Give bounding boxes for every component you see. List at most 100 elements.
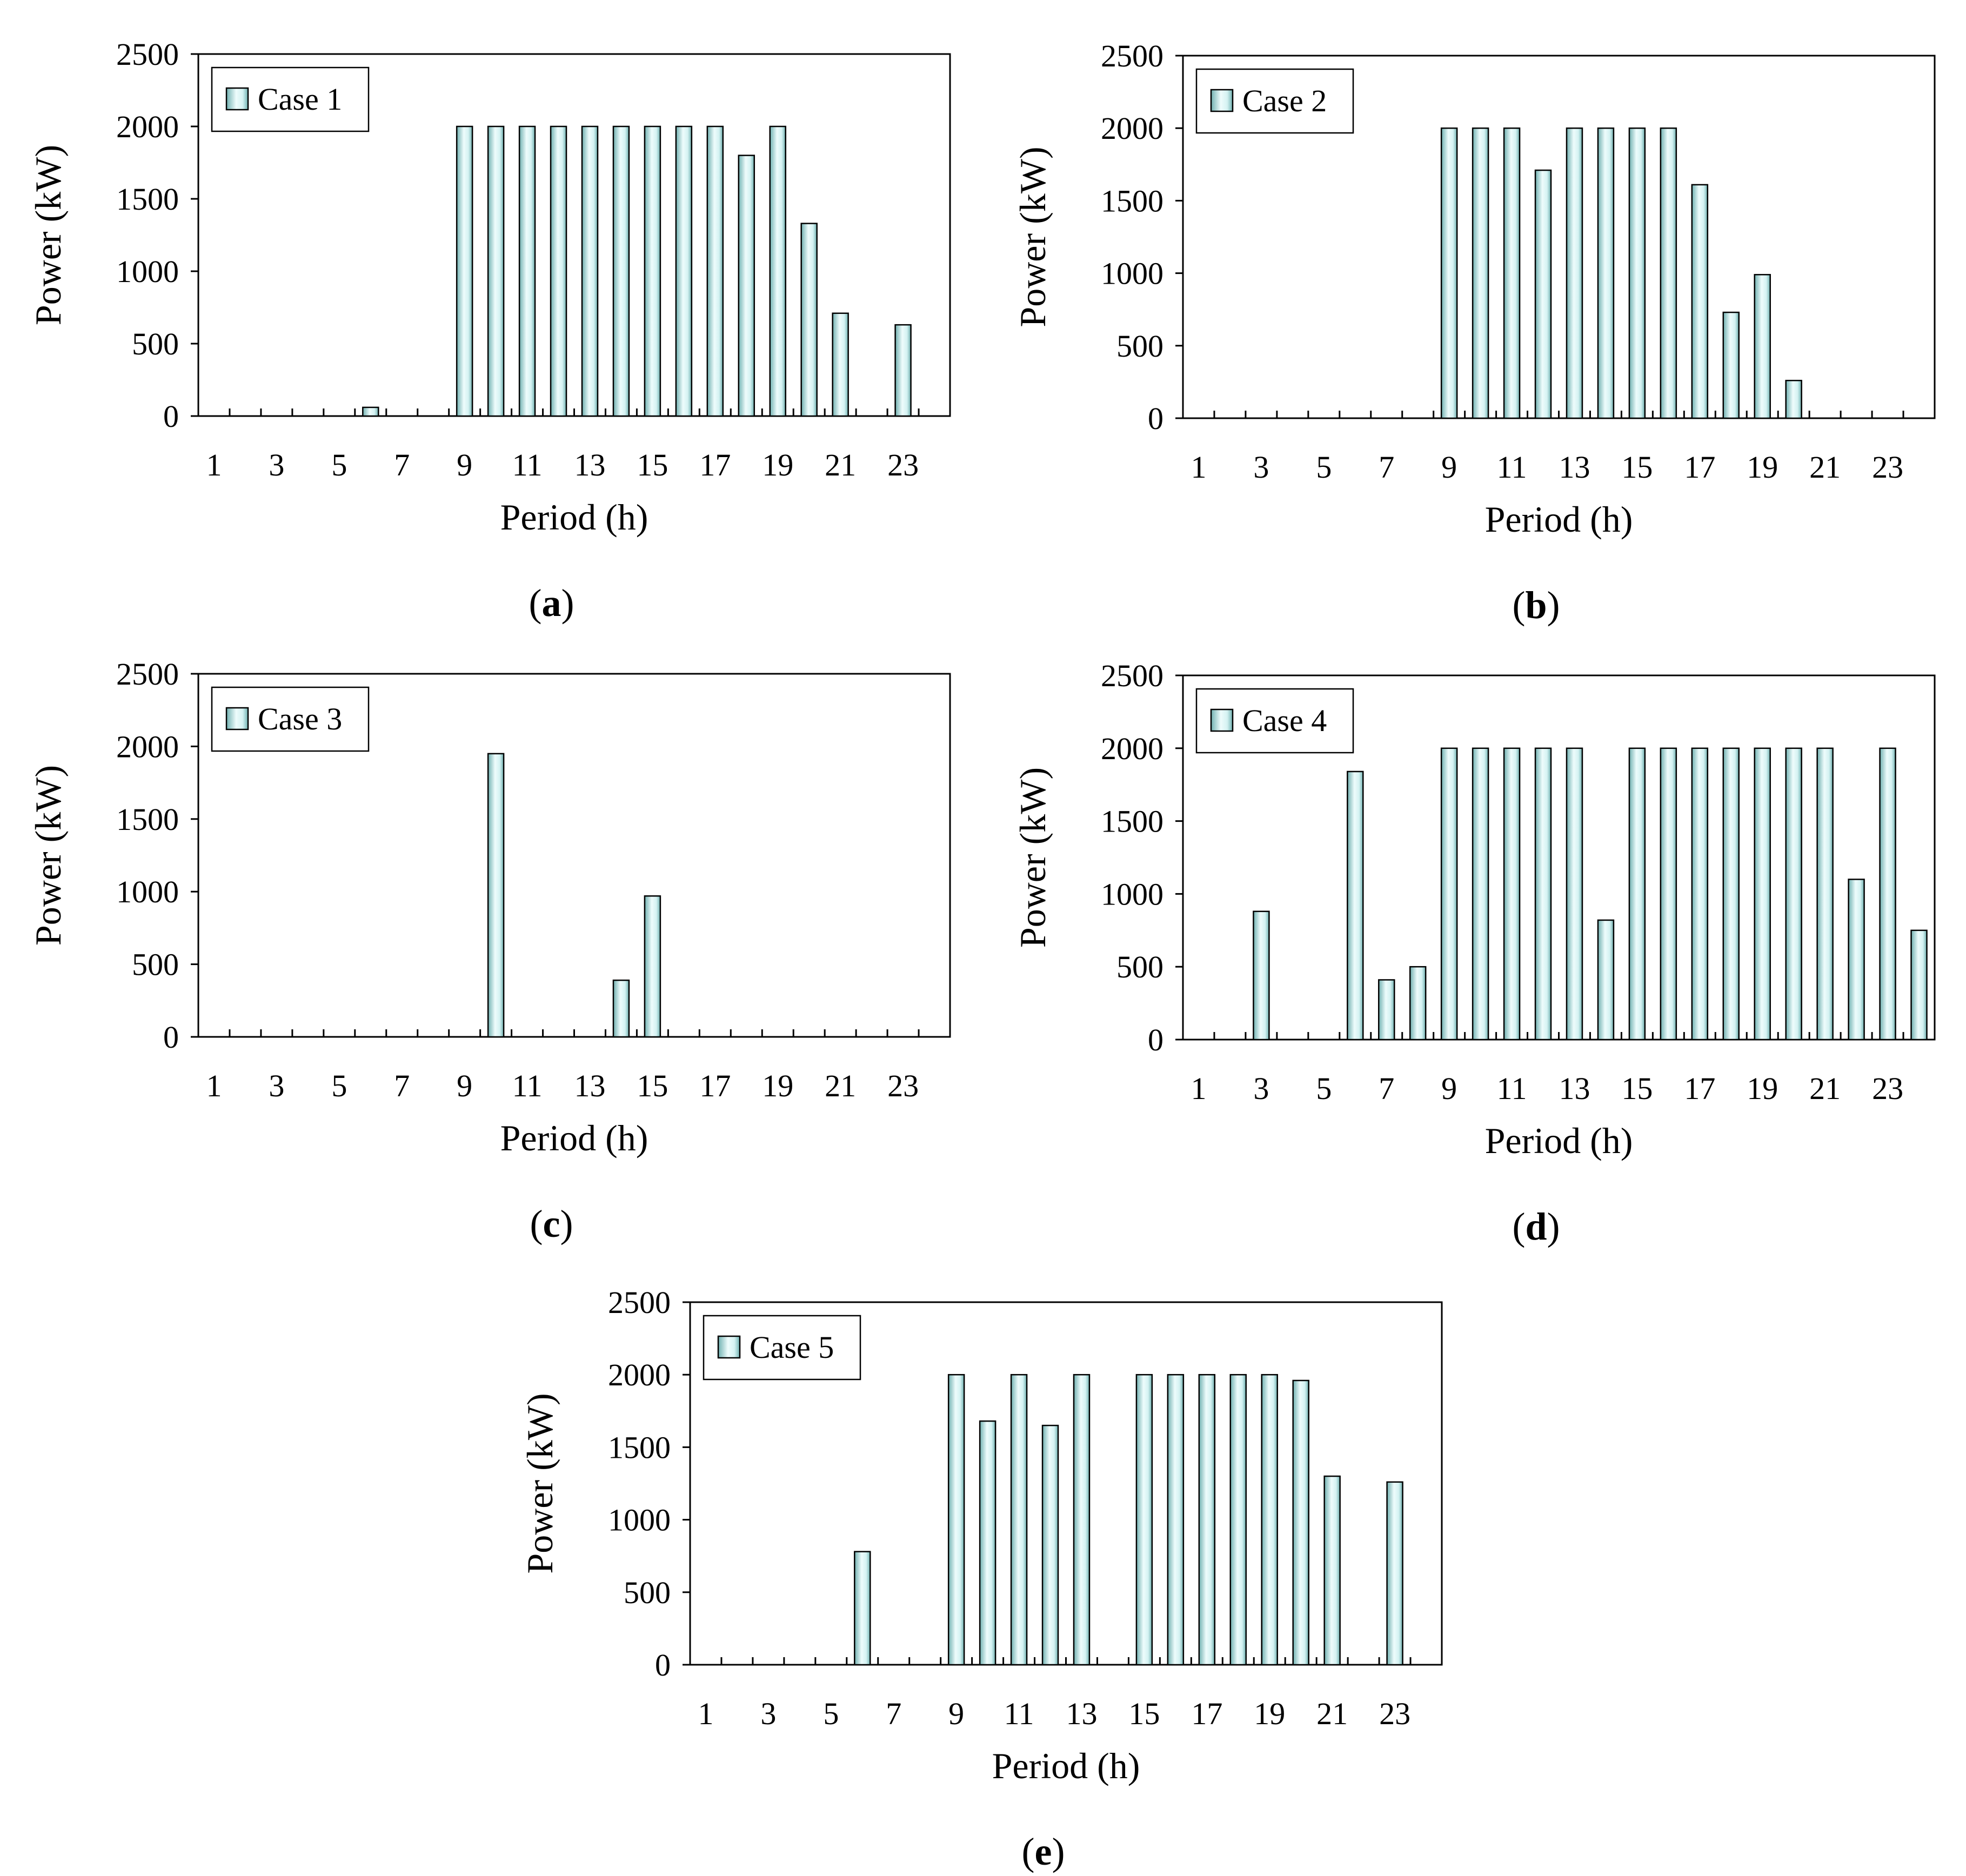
y-tick-label: 0	[1148, 401, 1163, 436]
x-axis-title: Period (h)	[500, 497, 648, 538]
bar-e-11	[1010, 1374, 1028, 1666]
legend-label: Case 3	[258, 701, 342, 736]
x-tick-label: 3	[1253, 1071, 1269, 1106]
bar-e-9	[947, 1374, 965, 1666]
x-tick-label: 5	[331, 1068, 347, 1103]
x-tick-label: 17	[699, 447, 731, 483]
bar-d-10	[1472, 747, 1489, 1041]
legend-swatch	[1210, 89, 1234, 112]
x-axis-title: Period (h)	[992, 1745, 1140, 1786]
bar-d-14	[1597, 919, 1615, 1041]
bar-d-19	[1754, 747, 1771, 1041]
legend-box	[1195, 688, 1354, 754]
x-tick-label: 15	[1621, 1071, 1653, 1106]
x-tick-label: 21	[825, 1068, 856, 1103]
bar-d-24	[1910, 929, 1928, 1041]
bar-a-21	[832, 312, 849, 417]
x-tick-label: 19	[762, 447, 793, 483]
x-tick-label: 13	[574, 447, 605, 483]
x-tick-label: 3	[760, 1696, 776, 1731]
y-tick-label: 0	[1148, 1022, 1163, 1057]
y-tick-label: 2000	[1101, 111, 1163, 146]
x-tick-label: 23	[1872, 1071, 1903, 1106]
x-tick-label: 3	[269, 447, 284, 483]
x-tick-label: 21	[1809, 1071, 1841, 1106]
legend-swatch	[225, 87, 249, 111]
panel-label: (b)	[1512, 584, 1560, 627]
y-tick-label: 2000	[116, 729, 179, 764]
x-tick-label: 13	[1066, 1696, 1097, 1731]
bar-d-20	[1785, 747, 1802, 1041]
bar-a-9	[456, 125, 473, 417]
bar-e-6	[854, 1551, 871, 1666]
x-tick-label: 19	[1747, 1071, 1778, 1106]
y-tick-label: 1500	[116, 182, 179, 217]
x-tick-label: 21	[825, 447, 856, 483]
bar-d-17	[1691, 747, 1709, 1041]
x-tick-label: 9	[948, 1696, 964, 1731]
y-tick-label: 2500	[1101, 658, 1163, 693]
legend-label: Case 5	[750, 1330, 834, 1365]
legend: Case 1	[211, 66, 370, 132]
y-tick-label: 2500	[116, 656, 179, 692]
y-axis-title: Power (kW)	[28, 765, 69, 946]
panel-label-close: )	[560, 1202, 573, 1245]
x-tick-label: 7	[886, 1696, 901, 1731]
panel-label-open: (	[1022, 1830, 1035, 1873]
x-tick-label: 17	[1191, 1696, 1222, 1731]
y-tick-label: 500	[1116, 329, 1163, 364]
x-tick-label: 1	[206, 447, 222, 483]
legend-label: Case 4	[1242, 703, 1327, 738]
panel-label-open: (	[1512, 584, 1525, 627]
x-tick-label: 3	[1253, 450, 1269, 485]
x-tick-label: 7	[1379, 1071, 1394, 1106]
x-tick-label: 23	[887, 447, 919, 483]
panel-label: (e)	[1022, 1830, 1065, 1873]
bar-d-8	[1409, 966, 1427, 1041]
bar-d-21	[1816, 747, 1834, 1041]
x-tick-label: 3	[269, 1068, 284, 1103]
panel-label-close: )	[561, 581, 574, 625]
x-tick-label: 1	[1191, 450, 1206, 485]
y-axis-title: Power (kW)	[1012, 146, 1053, 327]
x-tick-label: 7	[394, 1068, 410, 1103]
panel-label-open: (	[529, 581, 542, 625]
panel-label: (c)	[530, 1202, 573, 1245]
panel-label-letter: e	[1035, 1830, 1052, 1873]
bar-b-15	[1628, 127, 1646, 419]
panel-label-open: (	[1512, 1205, 1525, 1248]
bar-b-20	[1785, 379, 1802, 419]
y-tick-label: 0	[655, 1647, 671, 1683]
bar-b-19	[1754, 274, 1771, 419]
bar-b-14	[1597, 127, 1615, 419]
panel-label-letter: d	[1525, 1205, 1547, 1248]
y-tick-label: 1500	[608, 1430, 671, 1465]
bar-e-15	[1135, 1374, 1153, 1666]
y-tick-label: 500	[624, 1575, 671, 1610]
bar-b-12	[1534, 169, 1552, 419]
bar-a-17	[706, 125, 724, 417]
x-tick-label: 13	[1559, 450, 1590, 485]
x-tick-label: 15	[1128, 1696, 1160, 1731]
y-tick-label: 2000	[1101, 731, 1163, 766]
bar-a-13	[581, 125, 599, 417]
bar-a-20	[800, 223, 818, 417]
bar-e-16	[1167, 1374, 1185, 1666]
x-tick-label: 5	[823, 1696, 839, 1731]
x-axis-title: Period (h)	[500, 1117, 648, 1158]
x-tick-label: 17	[1684, 1071, 1715, 1106]
y-axis-title: Power (kW)	[28, 145, 69, 325]
y-tick-label: 1000	[1101, 876, 1163, 912]
bar-d-23	[1879, 747, 1896, 1041]
x-tick-label: 9	[457, 447, 472, 483]
bar-a-10	[487, 125, 505, 417]
y-tick-label: 0	[163, 1020, 179, 1055]
bar-d-3	[1253, 910, 1270, 1041]
y-tick-label: 1000	[608, 1503, 671, 1538]
bar-c-10	[487, 753, 505, 1038]
